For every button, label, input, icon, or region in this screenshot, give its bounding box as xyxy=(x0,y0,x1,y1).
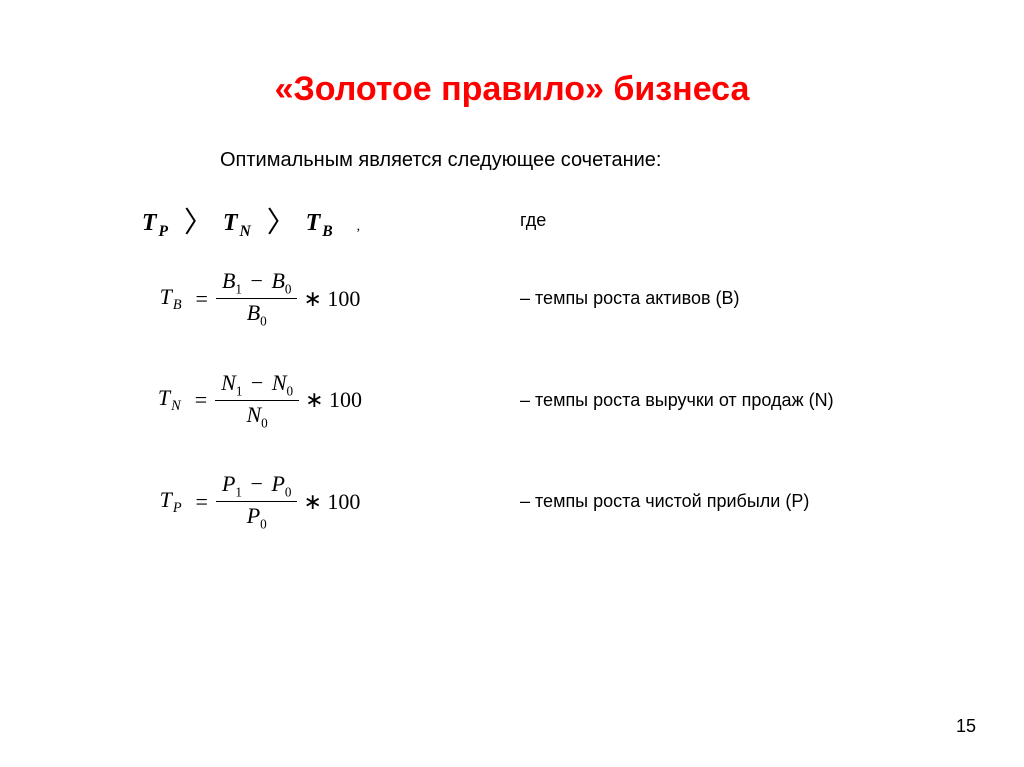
f0-minus: − xyxy=(251,268,263,293)
where-label: где xyxy=(520,210,546,231)
gt-2: 〉 xyxy=(267,207,296,239)
f2-den-sub: 0 xyxy=(260,517,267,532)
f1-lhs-sub: N xyxy=(171,398,181,414)
f1-eq: = xyxy=(195,387,207,413)
slide-title: «Золотое правило» бизнеса xyxy=(0,0,1024,109)
formula-n-label: – темпы роста выручки от продаж (N) xyxy=(520,390,834,411)
formula-p-label: – темпы роста чистой прибыли (Р) xyxy=(520,491,809,512)
f0-lhs-sub: B xyxy=(173,297,182,313)
f1-num-a-base: N xyxy=(221,370,236,395)
f1-tail: ∗ 100 xyxy=(305,387,362,413)
f2-tail: ∗ 100 xyxy=(303,489,360,515)
f2-num-a-base: P xyxy=(222,471,235,496)
f0-den-sub: 0 xyxy=(260,314,267,329)
var-tb-base: T xyxy=(306,210,321,236)
f1-den-base: N xyxy=(246,402,261,427)
var-tn-sub: N xyxy=(240,223,251,240)
gt-1: 〉 xyxy=(184,207,213,239)
f0-tail: ∗ 100 xyxy=(303,286,360,312)
f0-num-a-base: B xyxy=(222,268,235,293)
intro-text: Оптимальным является следующее сочетание… xyxy=(220,149,1024,172)
f1-num-b-base: N xyxy=(272,370,287,395)
f0-num-b-sub: 0 xyxy=(285,281,292,296)
formula-b-label: – темпы роста активов (В) xyxy=(520,288,740,309)
f1-minus: − xyxy=(251,370,263,395)
comma: , xyxy=(357,219,361,234)
formula-row-p: TP = P1 − P0 P0 ∗ 100 – темпы роста чист… xyxy=(0,472,1024,532)
f1-lhs-base: T xyxy=(158,385,170,410)
f1-den-sub: 0 xyxy=(261,415,268,430)
var-tn-base: T xyxy=(223,210,238,236)
formula-n: TN = N1 − N0 N0 ∗ 100 xyxy=(0,371,520,431)
f0-num-b-base: B xyxy=(271,268,284,293)
f0-eq: = xyxy=(196,286,208,312)
f0-den-base: B xyxy=(247,300,260,325)
page-number: 15 xyxy=(956,716,976,737)
formula-b: TB = B1 − B0 B0 ∗ 100 xyxy=(0,269,520,329)
var-tb-sub: B xyxy=(322,223,332,240)
var-tp-base: T xyxy=(142,210,157,236)
f0-num-a-sub: 1 xyxy=(235,281,242,296)
var-tp-sub: P xyxy=(159,223,169,240)
inequality-row: TP 〉 TN 〉 TB , где xyxy=(0,200,1024,241)
f2-eq: = xyxy=(196,489,208,515)
f1-num-b-sub: 0 xyxy=(287,383,294,398)
f2-num-a-sub: 1 xyxy=(235,484,242,499)
f2-num-b-sub: 0 xyxy=(285,484,292,499)
f1-num-a-sub: 1 xyxy=(236,383,243,398)
formula-p: TP = P1 − P0 P0 ∗ 100 xyxy=(0,472,520,532)
f2-lhs-sub: P xyxy=(173,500,182,516)
f2-lhs-base: T xyxy=(160,487,172,512)
f2-den-base: P xyxy=(247,503,260,528)
formula-row-n: TN = N1 − N0 N0 ∗ 100 – темпы роста выру… xyxy=(0,371,1024,431)
f2-num-b-base: P xyxy=(271,471,284,496)
slide: «Золотое правило» бизнеса Оптимальным яв… xyxy=(0,0,1024,767)
f2-minus: − xyxy=(251,471,263,496)
inequality-formula: TP 〉 TN 〉 TB , xyxy=(0,200,520,241)
f0-lhs-base: T xyxy=(160,284,172,309)
formula-row-b: TB = B1 − B0 B0 ∗ 100 – темпы роста акти… xyxy=(0,269,1024,329)
